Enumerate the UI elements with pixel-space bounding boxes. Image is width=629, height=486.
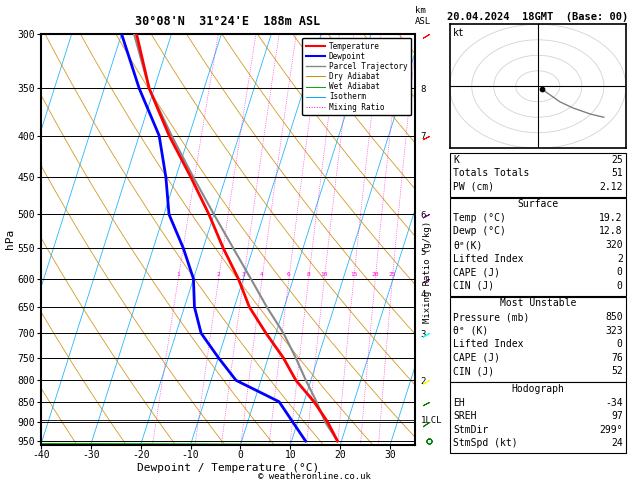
Text: 20.04.2024  18GMT  (Base: 00): 20.04.2024 18GMT (Base: 00)	[447, 12, 628, 22]
Text: 25: 25	[611, 155, 623, 165]
Text: 76: 76	[611, 353, 623, 363]
Text: 12.8: 12.8	[599, 226, 623, 237]
Text: 1: 1	[176, 272, 180, 277]
Text: 10: 10	[321, 272, 328, 277]
Text: 97: 97	[611, 411, 623, 421]
Text: 20: 20	[372, 272, 379, 277]
Text: 2.12: 2.12	[599, 182, 623, 192]
Text: 6: 6	[287, 272, 291, 277]
Text: Most Unstable: Most Unstable	[499, 298, 576, 309]
Text: K: K	[453, 155, 459, 165]
Text: StmDir: StmDir	[453, 425, 488, 435]
Text: CAPE (J): CAPE (J)	[453, 267, 500, 278]
Text: Pressure (mb): Pressure (mb)	[453, 312, 529, 322]
Text: PW (cm): PW (cm)	[453, 182, 494, 192]
Text: Lifted Index: Lifted Index	[453, 254, 523, 264]
Text: 51: 51	[611, 168, 623, 178]
Text: km
ASL: km ASL	[415, 6, 431, 26]
Text: CAPE (J): CAPE (J)	[453, 353, 500, 363]
Text: SREH: SREH	[453, 411, 476, 421]
Y-axis label: hPa: hPa	[5, 229, 15, 249]
Legend: Temperature, Dewpoint, Parcel Trajectory, Dry Adiabat, Wet Adiabat, Isotherm, Mi: Temperature, Dewpoint, Parcel Trajectory…	[302, 38, 411, 115]
Text: Surface: Surface	[517, 199, 559, 209]
Text: 0: 0	[617, 267, 623, 278]
Text: 3: 3	[242, 272, 245, 277]
Text: Lifted Index: Lifted Index	[453, 339, 523, 349]
Text: StmSpd (kt): StmSpd (kt)	[453, 438, 518, 449]
Text: 8: 8	[307, 272, 311, 277]
Text: 30°08'N  31°24'E  188m ASL: 30°08'N 31°24'E 188m ASL	[135, 16, 321, 28]
Text: Hodograph: Hodograph	[511, 384, 564, 394]
Text: θᵉ (K): θᵉ (K)	[453, 326, 488, 336]
Text: θᵉ(K): θᵉ(K)	[453, 240, 482, 250]
Text: 24: 24	[611, 438, 623, 449]
Text: 25: 25	[389, 272, 396, 277]
Text: 0: 0	[617, 339, 623, 349]
Text: Temp (°C): Temp (°C)	[453, 213, 506, 223]
Text: 0: 0	[617, 281, 623, 291]
Text: 52: 52	[611, 366, 623, 377]
Text: 2: 2	[617, 254, 623, 264]
Text: EH: EH	[453, 398, 465, 408]
Text: 15: 15	[350, 272, 357, 277]
Point	[537, 86, 547, 93]
Text: Totals Totals: Totals Totals	[453, 168, 529, 178]
Text: 323: 323	[605, 326, 623, 336]
Text: 2: 2	[217, 272, 221, 277]
X-axis label: Dewpoint / Temperature (°C): Dewpoint / Temperature (°C)	[137, 463, 319, 473]
Text: -34: -34	[605, 398, 623, 408]
Text: Mixing Ratio (g/kg): Mixing Ratio (g/kg)	[423, 221, 432, 323]
Text: kt: kt	[454, 28, 465, 38]
Text: 299°: 299°	[599, 425, 623, 435]
Text: 320: 320	[605, 240, 623, 250]
Text: 4: 4	[260, 272, 264, 277]
Text: CIN (J): CIN (J)	[453, 366, 494, 377]
Text: © weatheronline.co.uk: © weatheronline.co.uk	[258, 472, 371, 481]
Text: 850: 850	[605, 312, 623, 322]
Text: Dewp (°C): Dewp (°C)	[453, 226, 506, 237]
Text: CIN (J): CIN (J)	[453, 281, 494, 291]
Text: 19.2: 19.2	[599, 213, 623, 223]
